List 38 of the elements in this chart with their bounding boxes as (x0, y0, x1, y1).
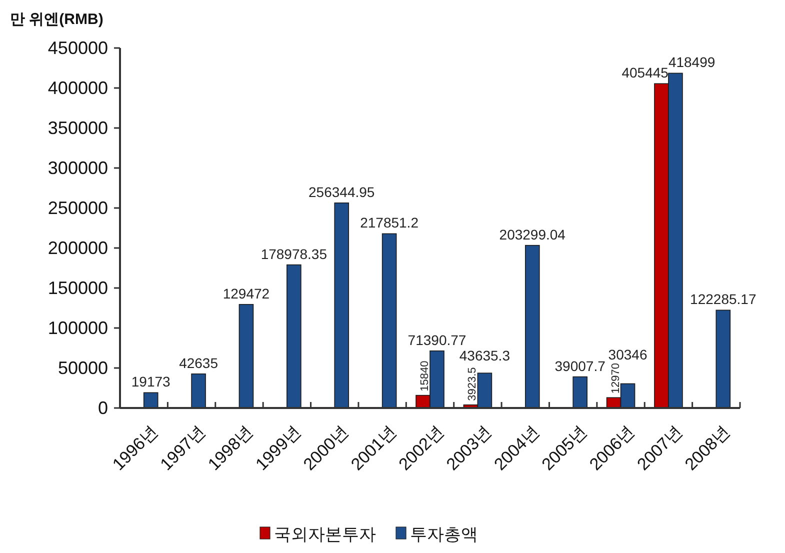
bar (238, 304, 254, 408)
data-label: 71390.77 (408, 332, 466, 348)
legend-label: 국외자본투자 (274, 525, 376, 544)
bar (716, 310, 731, 408)
data-label: 405445 (622, 64, 669, 81)
data-label: 217851.2 (360, 214, 419, 231)
data-label: 15840 (419, 360, 431, 392)
y-tick-label: 200000 (48, 238, 108, 258)
data-label: 3923.5 (466, 367, 479, 401)
data-label: 178978.35 (260, 246, 328, 262)
bar (524, 244, 540, 408)
legend-label: 투자총액 (410, 525, 478, 544)
data-label: 129472 (222, 285, 270, 302)
y-tick-label: 250000 (48, 198, 108, 218)
y-tick-label: 400000 (48, 78, 108, 98)
bar (191, 373, 206, 408)
y-tick-label: 450000 (48, 38, 108, 58)
y-tick-label: 0 (98, 398, 108, 418)
bar (286, 264, 302, 408)
data-label: 12970 (610, 363, 622, 394)
bar (572, 376, 588, 408)
data-label: 256344.95 (308, 184, 375, 200)
data-label: 39007.7 (554, 358, 606, 374)
data-label: 42635 (179, 354, 218, 371)
data-label: 203299.04 (499, 226, 566, 242)
y-tick-label: 300000 (48, 158, 108, 178)
y-tick-label: 50000 (58, 358, 108, 378)
y-tick-label: 350000 (48, 118, 108, 138)
data-label: 19173 (131, 374, 171, 390)
y-tick-label: 100000 (48, 318, 108, 338)
data-label: 43635.3 (459, 348, 510, 364)
y-tick-label: 150000 (48, 278, 108, 298)
data-label: 30346 (608, 346, 648, 363)
data-label: 418499 (668, 54, 716, 70)
bar (382, 233, 397, 408)
y-axis-title: 만 위엔(RMB) (10, 11, 104, 28)
bar (334, 202, 350, 408)
data-label: 122285.17 (690, 291, 756, 308)
